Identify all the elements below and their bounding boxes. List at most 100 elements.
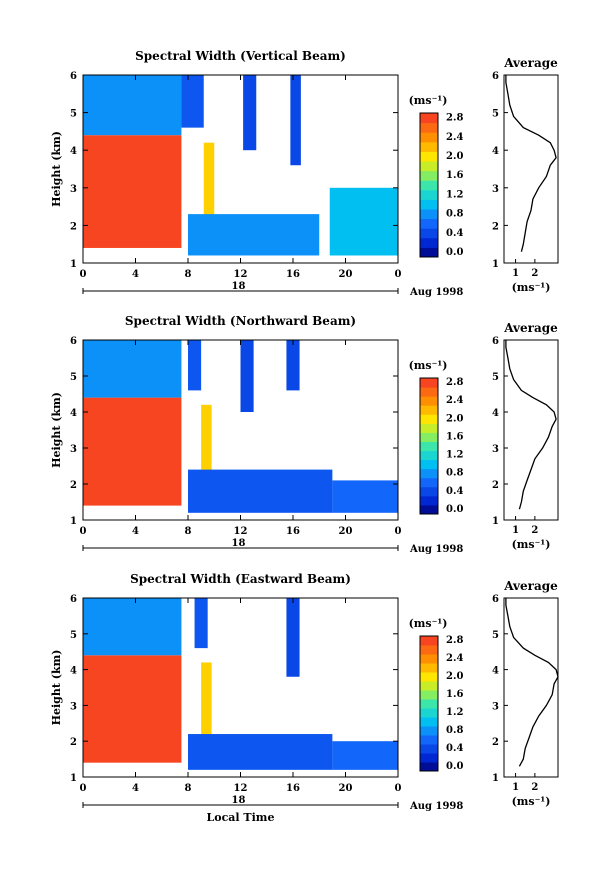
colorbar-swatch xyxy=(420,161,438,172)
y-tick-label: 1 xyxy=(70,259,77,270)
heatmap-cell xyxy=(188,214,320,256)
x-tick-label: 4 xyxy=(132,783,139,794)
average-y-tick-label: 1 xyxy=(492,516,499,527)
colorbar-swatch xyxy=(420,762,438,772)
colorbar-tick-label: 1.2 xyxy=(446,707,463,718)
average-y-tick-label: 6 xyxy=(492,594,499,605)
x-axis-label: Local Time xyxy=(207,811,275,824)
average-profile-line xyxy=(505,75,557,252)
colorbar-tick-label: 2.0 xyxy=(446,151,463,162)
date-label: Aug 1998 xyxy=(409,287,463,298)
colorbar-swatch xyxy=(420,189,438,200)
x-tick-label: 12 xyxy=(234,526,248,537)
average-y-tick-label: 2 xyxy=(492,737,499,748)
y-tick-label: 5 xyxy=(70,372,77,383)
colorbar-tick-label: 0.8 xyxy=(446,468,463,479)
average-y-tick-label: 1 xyxy=(492,259,499,270)
colorbar-swatch xyxy=(420,113,438,124)
colorbar-tick-label: 2.8 xyxy=(446,113,463,124)
heatmap-cell xyxy=(286,340,300,391)
average-frame xyxy=(503,74,559,264)
y-tick-label: 2 xyxy=(70,737,77,748)
heatmap-cell xyxy=(83,655,182,763)
average-frame xyxy=(503,339,559,521)
heatmap-cell xyxy=(201,662,212,767)
average-frame xyxy=(503,597,559,778)
average-x-tick-label: 2 xyxy=(531,782,538,793)
colorbar-swatch xyxy=(420,141,438,152)
x-tick-label: 0 xyxy=(395,526,402,537)
heatmap-cell xyxy=(83,75,182,136)
x-tick-label: 8 xyxy=(185,269,192,280)
colorbar-swatch xyxy=(420,459,438,470)
colorbar-swatch xyxy=(420,654,438,664)
y-tick-label: 4 xyxy=(70,666,77,677)
colorbar-tick-label: 2.0 xyxy=(446,413,463,424)
average-y-tick-label: 2 xyxy=(492,221,499,232)
heatmap-cell xyxy=(286,598,300,677)
colorbar-frame xyxy=(419,635,439,772)
colorbar-swatch xyxy=(420,645,438,655)
y-tick-label: 6 xyxy=(70,336,77,347)
y-tick-label: 2 xyxy=(70,480,77,491)
colorbar-swatch xyxy=(420,387,438,397)
average-profile-line xyxy=(505,598,559,767)
heatmap-cell xyxy=(83,598,182,656)
colorbar-swatch xyxy=(420,199,438,210)
x-tick-label: 16 xyxy=(286,526,300,537)
colorbar-swatch xyxy=(420,228,438,239)
colorbar-swatch xyxy=(420,735,438,745)
average-x-tick-label: 1 xyxy=(512,782,519,793)
colorbar-frame xyxy=(419,377,439,515)
heatmap-cell xyxy=(201,404,212,510)
colorbar-unit: (ms⁻¹) xyxy=(409,359,448,372)
x-tick-label: 20 xyxy=(339,526,353,537)
colorbar-swatch xyxy=(420,477,438,488)
average-title: Average xyxy=(503,56,558,70)
average-profile-line xyxy=(505,340,557,510)
heatmap-cell xyxy=(188,734,333,770)
colorbar-tick-label: 1.2 xyxy=(446,189,463,200)
average-y-tick-label: 3 xyxy=(492,701,499,712)
average-x-tick-label: 2 xyxy=(531,268,538,279)
heatmap-cell xyxy=(83,397,182,506)
colorbar-swatch xyxy=(420,681,438,691)
colorbar-tick-label: 2.4 xyxy=(446,132,463,143)
x-tick-label: 8 xyxy=(185,526,192,537)
average-y-tick-label: 4 xyxy=(492,666,499,677)
heatmap-cell xyxy=(181,75,204,128)
colorbar-frame xyxy=(419,112,439,258)
colorbar-swatch xyxy=(420,663,438,673)
colorbar-tick-label: 1.6 xyxy=(446,431,463,442)
y-tick-label: 4 xyxy=(70,146,77,157)
day-label: 18 xyxy=(232,538,246,549)
y-axis-label: Height (km) xyxy=(50,650,63,726)
x-tick-label: 12 xyxy=(234,269,248,280)
colorbar-swatch xyxy=(420,122,438,133)
colorbar-swatch xyxy=(420,432,438,442)
y-tick-label: 3 xyxy=(70,701,77,712)
x-tick-label: 4 xyxy=(132,269,139,280)
day-label: 18 xyxy=(232,281,246,292)
colorbar-swatch xyxy=(420,672,438,682)
panel-title: Spectral Width (Vertical Beam) xyxy=(135,49,346,63)
colorbar-tick-label: 0.8 xyxy=(446,209,463,220)
average-y-tick-label: 4 xyxy=(492,146,499,157)
colorbar-swatch xyxy=(420,468,438,479)
colorbar-swatch xyxy=(420,180,438,191)
x-tick-label: 20 xyxy=(339,269,353,280)
average-y-tick-label: 5 xyxy=(492,630,499,641)
heatmap-cell xyxy=(332,480,398,513)
heatmap-cell xyxy=(203,142,215,252)
colorbar-swatch xyxy=(420,247,438,258)
colorbar-swatch xyxy=(420,209,438,220)
x-tick-label: 16 xyxy=(286,269,300,280)
average-title: Average xyxy=(503,579,558,593)
colorbar-swatch xyxy=(420,405,438,415)
colorbar-swatch xyxy=(420,486,438,497)
colorbar-swatch xyxy=(420,423,438,433)
y-axis-label: Height (km) xyxy=(50,392,63,468)
colorbar-tick-label: 2.8 xyxy=(446,377,463,388)
x-tick-label: 4 xyxy=(132,526,139,537)
average-y-tick-label: 6 xyxy=(492,336,499,347)
